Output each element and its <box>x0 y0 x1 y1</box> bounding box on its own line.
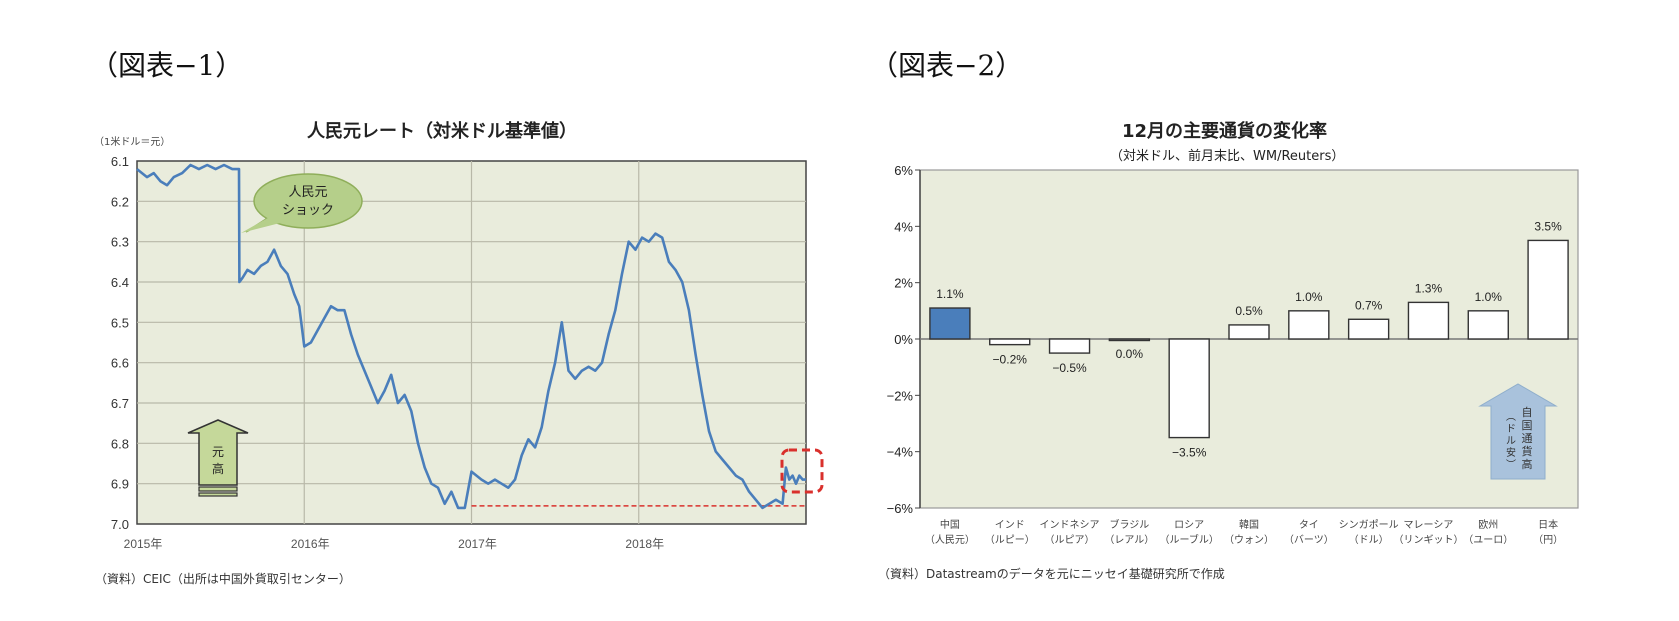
figure1-source: （資料）CEIC（出所は中国外貨取引センター） <box>95 572 351 586</box>
y-tick-label: 6% <box>894 163 913 178</box>
svg-text:ル: ル <box>1506 436 1516 447</box>
bar <box>989 338 1031 346</box>
figure2-source: （資料）Datastreamのデータを元にニッセイ基礎研究所で作成 <box>878 567 1225 581</box>
y-tick-label: 6.5 <box>111 315 129 330</box>
category-label: 中国 <box>940 518 960 531</box>
bar-value-label: −3.5% <box>1172 446 1207 460</box>
figure2-label: （図表−2） <box>870 49 1024 82</box>
y-tick-label: 6.4 <box>111 275 129 290</box>
bar <box>1467 310 1509 340</box>
x-tick-label: 2016年 <box>291 537 330 551</box>
svg-text:通: 通 <box>1522 432 1533 445</box>
bar <box>1228 324 1270 340</box>
category-label: シンガポール <box>1339 519 1399 531</box>
bar-value-label: −0.2% <box>993 353 1028 367</box>
svg-text:︵: ︵ <box>1506 412 1516 423</box>
category-label: インドネシア <box>1040 519 1100 531</box>
bar <box>929 307 971 340</box>
bar <box>1048 338 1091 354</box>
line-chart: 6.1 6.2 6.3 6.4 6.5 6.6 6.7 6.8 6.9 7.0 2015年 2016年… <box>111 154 824 551</box>
bar-value-label: −0.5% <box>1052 361 1087 375</box>
y-tick-label: 6.1 <box>111 154 129 169</box>
category-label: ブラジル <box>1109 518 1149 531</box>
y-tick-label: −2% <box>887 388 914 403</box>
y-tick-label: 6.6 <box>111 356 129 371</box>
x-tick-label: 2015年 <box>124 537 163 551</box>
y-tick-label: −6% <box>887 501 914 516</box>
category-label: マレーシア <box>1404 520 1454 531</box>
svg-text:ショック: ショック <box>282 202 334 217</box>
y-tick-label: 4% <box>894 219 913 234</box>
bar <box>1288 310 1330 340</box>
category-label: 欧州 <box>1478 519 1498 531</box>
yuan-strength-arrow-icon: 元高 <box>187 419 249 497</box>
figure1-label: （図表−1） <box>90 49 244 82</box>
x-tick-label: 2017年 <box>458 537 497 551</box>
category-label: （ドル） <box>1349 534 1389 546</box>
bar-value-label: 1.3% <box>1415 281 1443 295</box>
svg-text:元: 元 <box>212 445 224 459</box>
svg-text:人民元: 人民元 <box>288 184 327 199</box>
bar-chart: 6% 4% 2% 0% −2% −4% −6% 1.1% 中国 （人民元） −0.2% インド （ルピー… <box>887 163 1579 546</box>
svg-text:国: 国 <box>1522 419 1533 432</box>
y-tick-label: −4% <box>887 445 914 460</box>
category-label: （バーツ） <box>1284 534 1334 546</box>
category-label: ロシア <box>1174 520 1204 531</box>
x-tick-label: 2018年 <box>625 537 664 551</box>
category-label: 韓国 <box>1239 519 1259 531</box>
y-tick-label: 0% <box>894 332 913 347</box>
y-tick-label: 6.3 <box>111 235 129 250</box>
svg-text:安: 安 <box>1506 446 1516 459</box>
bar <box>1108 338 1151 342</box>
y-tick-label: 6.2 <box>111 194 129 209</box>
svg-text:高: 高 <box>212 461 224 476</box>
category-label: （ウォン） <box>1224 534 1274 546</box>
highlight-box <box>780 448 824 494</box>
category-label: タイ <box>1299 519 1319 531</box>
svg-text:︶: ︶ <box>1506 459 1516 471</box>
bar-value-label: 0.7% <box>1355 298 1383 312</box>
svg-text:貨: 貨 <box>1522 444 1533 458</box>
y-tick-label: 2% <box>894 276 913 291</box>
bar <box>1407 301 1450 340</box>
bar-value-label: 0.0% <box>1116 347 1144 361</box>
category-label: （人民元） <box>925 534 975 546</box>
bar-value-label: 1.1% <box>936 287 964 301</box>
bar <box>1347 318 1390 340</box>
svg-text:自: 自 <box>1522 406 1533 419</box>
category-label: （レアル） <box>1104 534 1154 546</box>
figure1-title: 人民元レート（対米ドル基準値） <box>307 121 577 142</box>
category-label: （ユーロ） <box>1463 534 1513 546</box>
category-label: （円） <box>1533 534 1563 546</box>
figure2-subtitle: （対米ドル、前月末比、WM/Reuters） <box>1110 149 1345 164</box>
category-label: （ルピー） <box>985 534 1035 546</box>
y-tick-label: 6.7 <box>111 396 129 411</box>
bar-value-label: 1.0% <box>1295 290 1323 304</box>
bar-value-label: 0.5% <box>1235 304 1263 318</box>
category-label: （リンギット） <box>1393 534 1463 546</box>
y-tick-label: 7.0 <box>111 517 129 532</box>
y-tick-label: 6.9 <box>111 477 129 492</box>
y-tick-label: 6.8 <box>111 436 129 451</box>
figure1-unit: （1米ドル＝元） <box>94 137 171 148</box>
category-label: インド <box>995 520 1025 531</box>
bar-value-label: 3.5% <box>1534 219 1562 233</box>
figure2-title: 12月の主要通貨の変化率 <box>1122 121 1328 142</box>
svg-text:ド: ド <box>1506 424 1516 435</box>
bar <box>1527 239 1569 340</box>
category-label: （ルーブル） <box>1159 533 1218 546</box>
rate-line <box>136 163 806 510</box>
bar-value-label: 1.0% <box>1475 290 1503 304</box>
category-label: 日本 <box>1538 518 1558 531</box>
category-label: （ルピア） <box>1045 534 1095 546</box>
svg-text:高: 高 <box>1522 457 1533 471</box>
bar <box>1168 338 1210 439</box>
